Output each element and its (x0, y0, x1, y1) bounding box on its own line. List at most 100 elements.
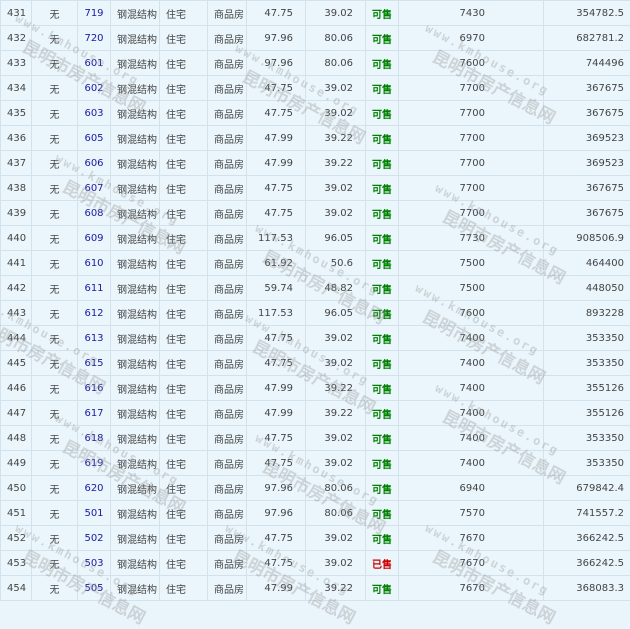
price-cell: 7400 (399, 376, 544, 401)
unit-cell: 无 (32, 426, 78, 451)
room-number-link[interactable]: 610 (78, 251, 111, 276)
room-number-link[interactable]: 611 (78, 276, 111, 301)
unit-cell: 无 (32, 51, 78, 76)
room-number-link[interactable]: 608 (78, 201, 111, 226)
no-cell: 440 (1, 226, 32, 251)
status-badge: 可售 (366, 301, 399, 326)
total-cell: 369523 (544, 151, 630, 176)
struct-cell: 钢混结构 (111, 176, 160, 201)
status-badge: 可售 (366, 426, 399, 451)
struct-cell: 钢混结构 (111, 26, 160, 51)
unit-cell: 无 (32, 1, 78, 26)
no-cell: 450 (1, 476, 32, 501)
struct-cell: 钢混结构 (111, 201, 160, 226)
total-cell: 353350 (544, 351, 630, 376)
use-cell: 住宅 (160, 176, 208, 201)
type-cell: 商品房 (208, 76, 247, 101)
type-cell: 商品房 (208, 501, 247, 526)
inner-cell: 39.02 (306, 326, 366, 351)
price-cell: 7570 (399, 501, 544, 526)
area-cell: 117.53 (247, 301, 306, 326)
room-number-link[interactable]: 505 (78, 576, 111, 601)
status-badge: 可售 (366, 151, 399, 176)
use-cell: 住宅 (160, 76, 208, 101)
unit-cell: 无 (32, 176, 78, 201)
room-number-link[interactable]: 620 (78, 476, 111, 501)
price-cell: 7400 (399, 451, 544, 476)
inner-cell: 39.02 (306, 76, 366, 101)
unit-cell: 无 (32, 401, 78, 426)
area-cell: 47.99 (247, 376, 306, 401)
price-cell: 7700 (399, 151, 544, 176)
room-number-link[interactable]: 503 (78, 551, 111, 576)
room-number-link[interactable]: 615 (78, 351, 111, 376)
inner-cell: 48.82 (306, 276, 366, 301)
unit-cell: 无 (32, 476, 78, 501)
area-cell: 47.75 (247, 426, 306, 451)
type-cell: 商品房 (208, 551, 247, 576)
no-cell: 431 (1, 1, 32, 26)
area-cell: 97.96 (247, 501, 306, 526)
price-cell: 7670 (399, 576, 544, 601)
use-cell: 住宅 (160, 401, 208, 426)
room-number-link[interactable]: 617 (78, 401, 111, 426)
struct-cell: 钢混结构 (111, 526, 160, 551)
total-cell: 366242.5 (544, 551, 630, 576)
unit-cell: 无 (32, 451, 78, 476)
struct-cell: 钢混结构 (111, 501, 160, 526)
room-number-link[interactable]: 501 (78, 501, 111, 526)
price-cell: 6970 (399, 26, 544, 51)
area-cell: 47.75 (247, 351, 306, 376)
use-cell: 住宅 (160, 526, 208, 551)
room-number-link[interactable]: 606 (78, 151, 111, 176)
use-cell: 住宅 (160, 551, 208, 576)
unit-cell: 无 (32, 126, 78, 151)
area-cell: 47.75 (247, 201, 306, 226)
room-number-link[interactable]: 612 (78, 301, 111, 326)
price-cell: 7600 (399, 301, 544, 326)
status-badge: 可售 (366, 351, 399, 376)
total-cell: 682781.2 (544, 26, 630, 51)
no-cell: 446 (1, 376, 32, 401)
status-badge: 可售 (366, 476, 399, 501)
inner-cell: 39.22 (306, 376, 366, 401)
room-number-link[interactable]: 609 (78, 226, 111, 251)
type-cell: 商品房 (208, 126, 247, 151)
no-cell: 447 (1, 401, 32, 426)
no-cell: 454 (1, 576, 32, 601)
type-cell: 商品房 (208, 476, 247, 501)
struct-cell: 钢混结构 (111, 576, 160, 601)
room-number-link[interactable]: 601 (78, 51, 111, 76)
total-cell: 354782.5 (544, 1, 630, 26)
type-cell: 商品房 (208, 351, 247, 376)
type-cell: 商品房 (208, 201, 247, 226)
inner-cell: 80.06 (306, 476, 366, 501)
no-cell: 434 (1, 76, 32, 101)
room-number-link[interactable]: 619 (78, 451, 111, 476)
struct-cell: 钢混结构 (111, 326, 160, 351)
room-number-link[interactable]: 720 (78, 26, 111, 51)
room-number-link[interactable]: 605 (78, 126, 111, 151)
price-cell: 7700 (399, 101, 544, 126)
room-number-link[interactable]: 618 (78, 426, 111, 451)
room-number-link[interactable]: 607 (78, 176, 111, 201)
room-number-link[interactable]: 613 (78, 326, 111, 351)
room-number-link[interactable]: 602 (78, 76, 111, 101)
room-number-link[interactable]: 616 (78, 376, 111, 401)
type-cell: 商品房 (208, 526, 247, 551)
use-cell: 住宅 (160, 201, 208, 226)
room-number-link[interactable]: 603 (78, 101, 111, 126)
inner-cell: 39.02 (306, 551, 366, 576)
total-cell: 367675 (544, 76, 630, 101)
status-badge: 可售 (366, 76, 399, 101)
room-number-link[interactable]: 719 (78, 1, 111, 26)
struct-cell: 钢混结构 (111, 101, 160, 126)
room-number-link[interactable]: 502 (78, 526, 111, 551)
no-cell: 441 (1, 251, 32, 276)
